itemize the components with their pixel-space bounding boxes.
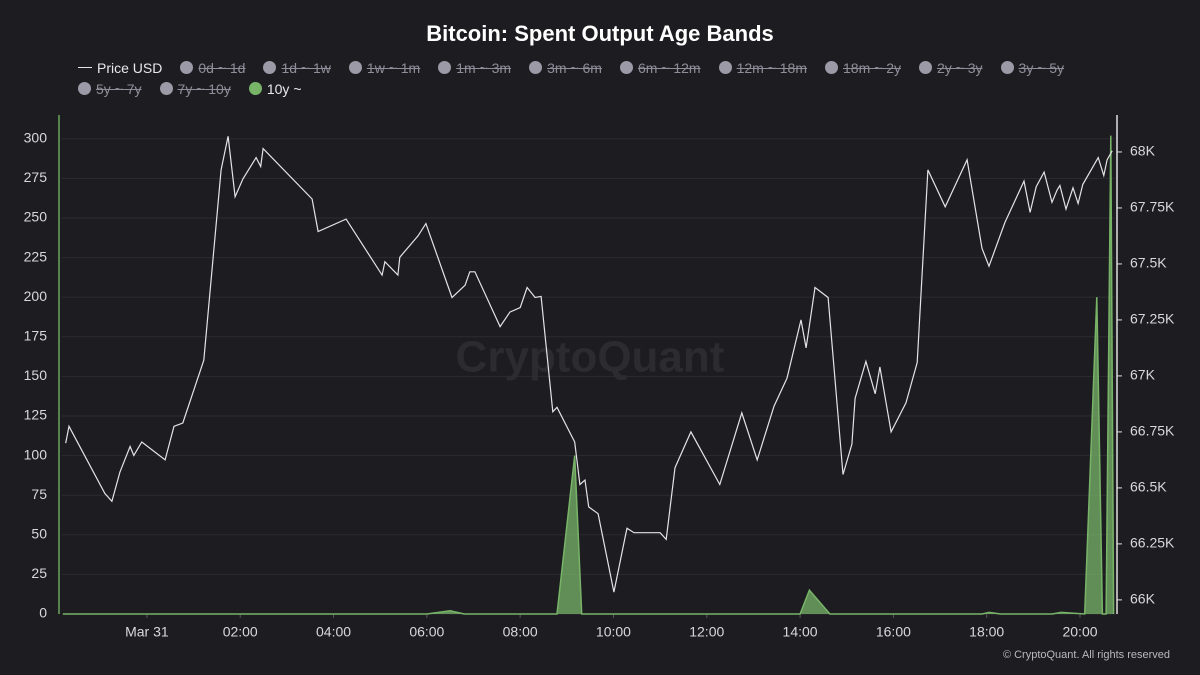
legend-label: 10y ~ [266, 80, 302, 97]
legend-item[interactable]: 1m ~ 3m [438, 58, 511, 77]
y2-tick-label: 66.75K [1130, 423, 1175, 439]
y-tick-label: 50 [31, 525, 47, 541]
x-tick-label: 16:00 [876, 624, 911, 640]
x-tick-label: 02:00 [223, 624, 258, 640]
grid [62, 138, 1115, 615]
legend-item[interactable]: 0d ~ 1d [180, 58, 245, 77]
y-tick-label: 100 [24, 446, 48, 462]
legend-marker [348, 61, 362, 74]
legend-item[interactable]: 1w ~ 1m [348, 58, 421, 77]
x-tick-label: 12:00 [689, 624, 724, 640]
legend-item[interactable]: 3m ~ 6m [529, 58, 602, 77]
x-tick-label: 18:00 [969, 624, 1004, 640]
legend-marker [78, 82, 91, 95]
legend-label: 2y ~ 3y [937, 59, 983, 76]
legend-item[interactable]: Price USD [78, 58, 162, 77]
legend-marker [1000, 61, 1014, 74]
y-tick-label: 125 [24, 407, 48, 423]
y2-tick-label: 66.5K [1130, 479, 1167, 495]
x-tick-label: 20:00 [1062, 624, 1097, 640]
legend-label: Price USD [97, 59, 163, 76]
chart-title: Bitcoin: Spent Output Age Bands [426, 21, 774, 46]
legend-marker [180, 61, 194, 74]
legend-item[interactable]: 5y ~ 7y [78, 79, 142, 98]
y2-tick-label: 67K [1130, 367, 1156, 383]
x-tick-label: Mar 31 [125, 624, 169, 640]
x-tick-label: 10:00 [596, 624, 631, 640]
legend-marker [619, 61, 633, 74]
watermark: CryptoQuant [456, 333, 725, 382]
legend-label: 12m ~ 18m [736, 59, 808, 76]
legend-marker [825, 61, 839, 74]
legend-item[interactable]: 2y ~ 3y [919, 58, 983, 77]
y-tick-label: 250 [24, 209, 48, 225]
legend-marker [529, 61, 543, 74]
legend-label: 18m ~ 2y [843, 59, 901, 76]
x-tick-label: 04:00 [316, 624, 351, 640]
y-tick-label: 300 [24, 129, 48, 145]
legend-label: 1m ~ 3m [456, 59, 512, 76]
legend-item[interactable]: 7y ~ 10y [159, 79, 231, 98]
x-tick-label: 14:00 [783, 624, 818, 640]
legend-label: 1d ~ 1w [281, 59, 331, 76]
y2-tick-label: 67.75K [1130, 199, 1175, 215]
legend-item[interactable]: 6m ~ 12m [619, 58, 701, 77]
y2-tick-label: 66K [1130, 591, 1156, 607]
legend-label: 5y ~ 7y [96, 80, 142, 97]
price-line [65, 136, 1113, 593]
y-tick-label: 150 [24, 367, 48, 383]
y-tick-label: 175 [24, 327, 48, 343]
legend-item[interactable]: 1d ~ 1w [263, 58, 331, 77]
y-tick-label: 200 [24, 288, 48, 304]
legend-label: 6m ~ 12m [637, 59, 701, 76]
legend: Price USD 0d ~ 1d 1d ~ 1w 1w ~ 1m 1m ~ 3m 3m … [78, 58, 1138, 98]
x-tick-label: 08:00 [503, 624, 538, 640]
y2-tick-label: 67.5K [1130, 255, 1167, 271]
legend-label: 3y ~ 5y [1018, 59, 1065, 76]
legend-label: 1w ~ 1m [366, 59, 421, 76]
y2-tick-label: 66.25K [1130, 535, 1175, 551]
legend-marker [159, 82, 173, 95]
area-series [62, 135, 1115, 615]
y-tick-label: 0 [39, 605, 47, 621]
x-tick-label: 06:00 [409, 624, 444, 640]
legend-marker [248, 82, 262, 95]
y2-tick-label: 67.25K [1130, 311, 1175, 327]
y-tick-label: 25 [31, 565, 47, 581]
legend-label: 0d ~ 1d [198, 59, 246, 76]
legend-marker [919, 61, 932, 74]
y-tick-label: 75 [31, 486, 47, 502]
legend-marker [718, 61, 732, 74]
legend-label: 3m ~ 6m [547, 59, 602, 76]
y-tick-label: 275 [24, 169, 48, 185]
legend-marker [438, 61, 452, 74]
legend-marker [78, 66, 92, 69]
y-tick-label: 225 [24, 248, 48, 264]
footer: © CryptoQuant. All rights reserved [1003, 649, 1170, 661]
legend-item[interactable]: 10y ~ [248, 79, 302, 98]
legend-marker [263, 61, 277, 74]
legend-item[interactable]: 18m ~ 2y [825, 58, 901, 77]
legend-label: 7y ~ 10y [177, 80, 231, 97]
legend-item[interactable]: 3y ~ 5y [1000, 58, 1065, 77]
y2-tick-label: 68K [1130, 143, 1156, 159]
legend-item[interactable]: 12m ~ 18m [718, 58, 808, 77]
